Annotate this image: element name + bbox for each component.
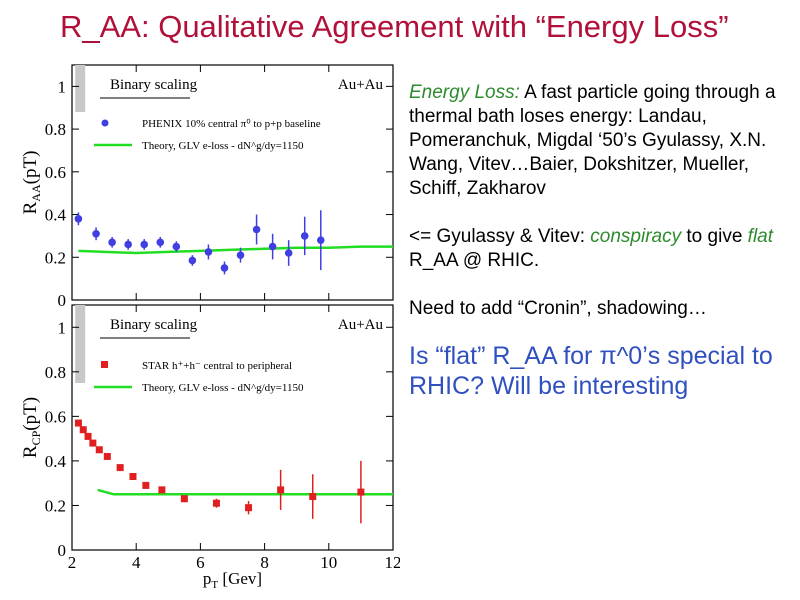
rcp-xlabel: pT [Gev] bbox=[203, 569, 262, 591]
rcp-ytick-label: 0.2 bbox=[45, 496, 66, 515]
rcp-ytick-label: 0 bbox=[58, 541, 67, 560]
raa-legend-data: PHENIX 10% central π⁰ to p+p baseline bbox=[142, 118, 321, 130]
rcp-data-point bbox=[103, 452, 111, 460]
rcp-data-point bbox=[129, 473, 137, 480]
rcp-xtick-label: 2 bbox=[68, 553, 77, 572]
rcp-data-point bbox=[180, 495, 188, 503]
note-em-conspiracy: conspiracy bbox=[590, 226, 682, 247]
raa-system-label: Au+Au bbox=[338, 77, 384, 93]
raa-data-point bbox=[188, 256, 197, 265]
raa-data-point bbox=[268, 242, 277, 251]
rcp-xtick-label: 8 bbox=[260, 553, 269, 572]
rcp-xtick-label: 4 bbox=[132, 553, 141, 572]
raa-data-point bbox=[284, 249, 293, 257]
raa-data-point bbox=[316, 236, 325, 244]
rcp-binary-scaling-band bbox=[75, 305, 86, 383]
raa-data-point bbox=[140, 240, 149, 249]
raa-legend-marker bbox=[101, 119, 109, 127]
note-conspiracy-b: to give bbox=[681, 226, 748, 247]
note-conspiracy-a: <= Gyulassy & Vitev: bbox=[409, 226, 591, 247]
rcp-xtick-label: 6 bbox=[196, 553, 205, 572]
raa-data-point bbox=[156, 238, 165, 247]
note-conspiracy: <= Gyulassy & Vitev: conspiracy to give … bbox=[409, 225, 784, 273]
rcp-ytick-label: 0.6 bbox=[45, 407, 66, 426]
raa-ytick-label: 0.8 bbox=[45, 120, 66, 139]
raa-ytick-label: 0.2 bbox=[45, 248, 66, 267]
raa-data-point bbox=[300, 232, 309, 240]
note-em-energy-loss: Energy Loss: bbox=[409, 82, 520, 103]
rcp-data-point bbox=[309, 493, 317, 501]
raa-ytick-label: 0 bbox=[58, 291, 67, 310]
raa-ytick-label: 0.4 bbox=[45, 206, 67, 225]
raa-data-point bbox=[204, 248, 213, 256]
note-em-flat: flat bbox=[747, 226, 774, 247]
rcp-legend-binary-scaling: Binary scaling bbox=[110, 317, 198, 333]
rcp-data-point bbox=[245, 504, 253, 512]
raa-legend-theory: Theory, GLV e-loss - dN^g/dy=1150 bbox=[142, 140, 304, 152]
slide-title: R_AA: Qualitative Agreement with “Energy… bbox=[60, 9, 729, 44]
note-conspiracy-c: R_AA @ RHIC. bbox=[409, 250, 540, 271]
rcp-legend-data: STAR h⁺+h⁻ central to peripheral bbox=[142, 360, 292, 372]
rcp-ytick-label: 0.4 bbox=[45, 452, 67, 471]
raa-legend-binary-scaling: Binary scaling bbox=[110, 77, 198, 93]
rcp-data-point bbox=[89, 439, 97, 447]
rcp-data-point bbox=[357, 488, 365, 496]
raa-ytick-label: 0.6 bbox=[45, 163, 66, 182]
rcp-ytick-label: 0.8 bbox=[45, 363, 66, 382]
rcp-data-point bbox=[84, 432, 92, 440]
rcp-data-point bbox=[277, 486, 285, 494]
rcp-legend-marker bbox=[101, 361, 108, 368]
raa-frame bbox=[71, 64, 394, 301]
note-cronin: Need to add “Cronin”, shadowing… bbox=[409, 298, 707, 319]
rcp-data-point bbox=[74, 419, 82, 427]
raa-data-point bbox=[252, 225, 261, 234]
raa-data-point bbox=[172, 242, 181, 251]
raa-data-point bbox=[124, 240, 132, 249]
figure: 0 0.2 0.4 0.6 0.8 1 RAA(pT) Binary scaling Au+Au… bbox=[20, 64, 401, 591]
note-energy-loss: Energy Loss: A fast particle going throu… bbox=[409, 81, 784, 201]
raa-ylabel: RAA(pT) bbox=[20, 151, 43, 215]
raa-binary-scaling-band bbox=[75, 65, 86, 112]
raa-data-point bbox=[74, 215, 83, 223]
rcp-xtick-label: 10 bbox=[320, 553, 337, 572]
raa-theory-curve bbox=[78, 245, 393, 255]
rcp-data-point bbox=[95, 446, 103, 454]
rcp-xtick-label: 12 bbox=[385, 553, 401, 572]
note-flat-question: Is “flat” R_AA for π^0’s special to RHIC… bbox=[409, 342, 773, 400]
rcp-data-point bbox=[142, 481, 150, 489]
raa-data-point bbox=[236, 251, 245, 259]
rcp-ytick-label: 1 bbox=[58, 318, 67, 337]
rcp-frame bbox=[71, 304, 394, 551]
raa-data-point bbox=[108, 238, 116, 247]
rcp-data-point bbox=[212, 499, 220, 507]
rcp-system-label: Au+Au bbox=[338, 317, 384, 333]
rcp-data-point bbox=[79, 426, 87, 434]
notes-panel: Energy Loss: A fast particle going throu… bbox=[409, 81, 784, 401]
rcp-ylabel: RCP(pT) bbox=[20, 397, 43, 458]
raa-data-point bbox=[92, 229, 100, 238]
rcp-data-point bbox=[116, 464, 124, 472]
rcp-theory-curve bbox=[97, 488, 393, 496]
rcp-data-point bbox=[158, 486, 166, 494]
raa-data-point bbox=[220, 264, 229, 272]
note-energy-loss-text: A fast particle going through a thermal … bbox=[409, 82, 776, 199]
raa-ytick-label: 1 bbox=[58, 77, 67, 96]
rcp-legend-theory: Theory, GLV e-loss - dN^g/dy=1150 bbox=[142, 382, 304, 394]
